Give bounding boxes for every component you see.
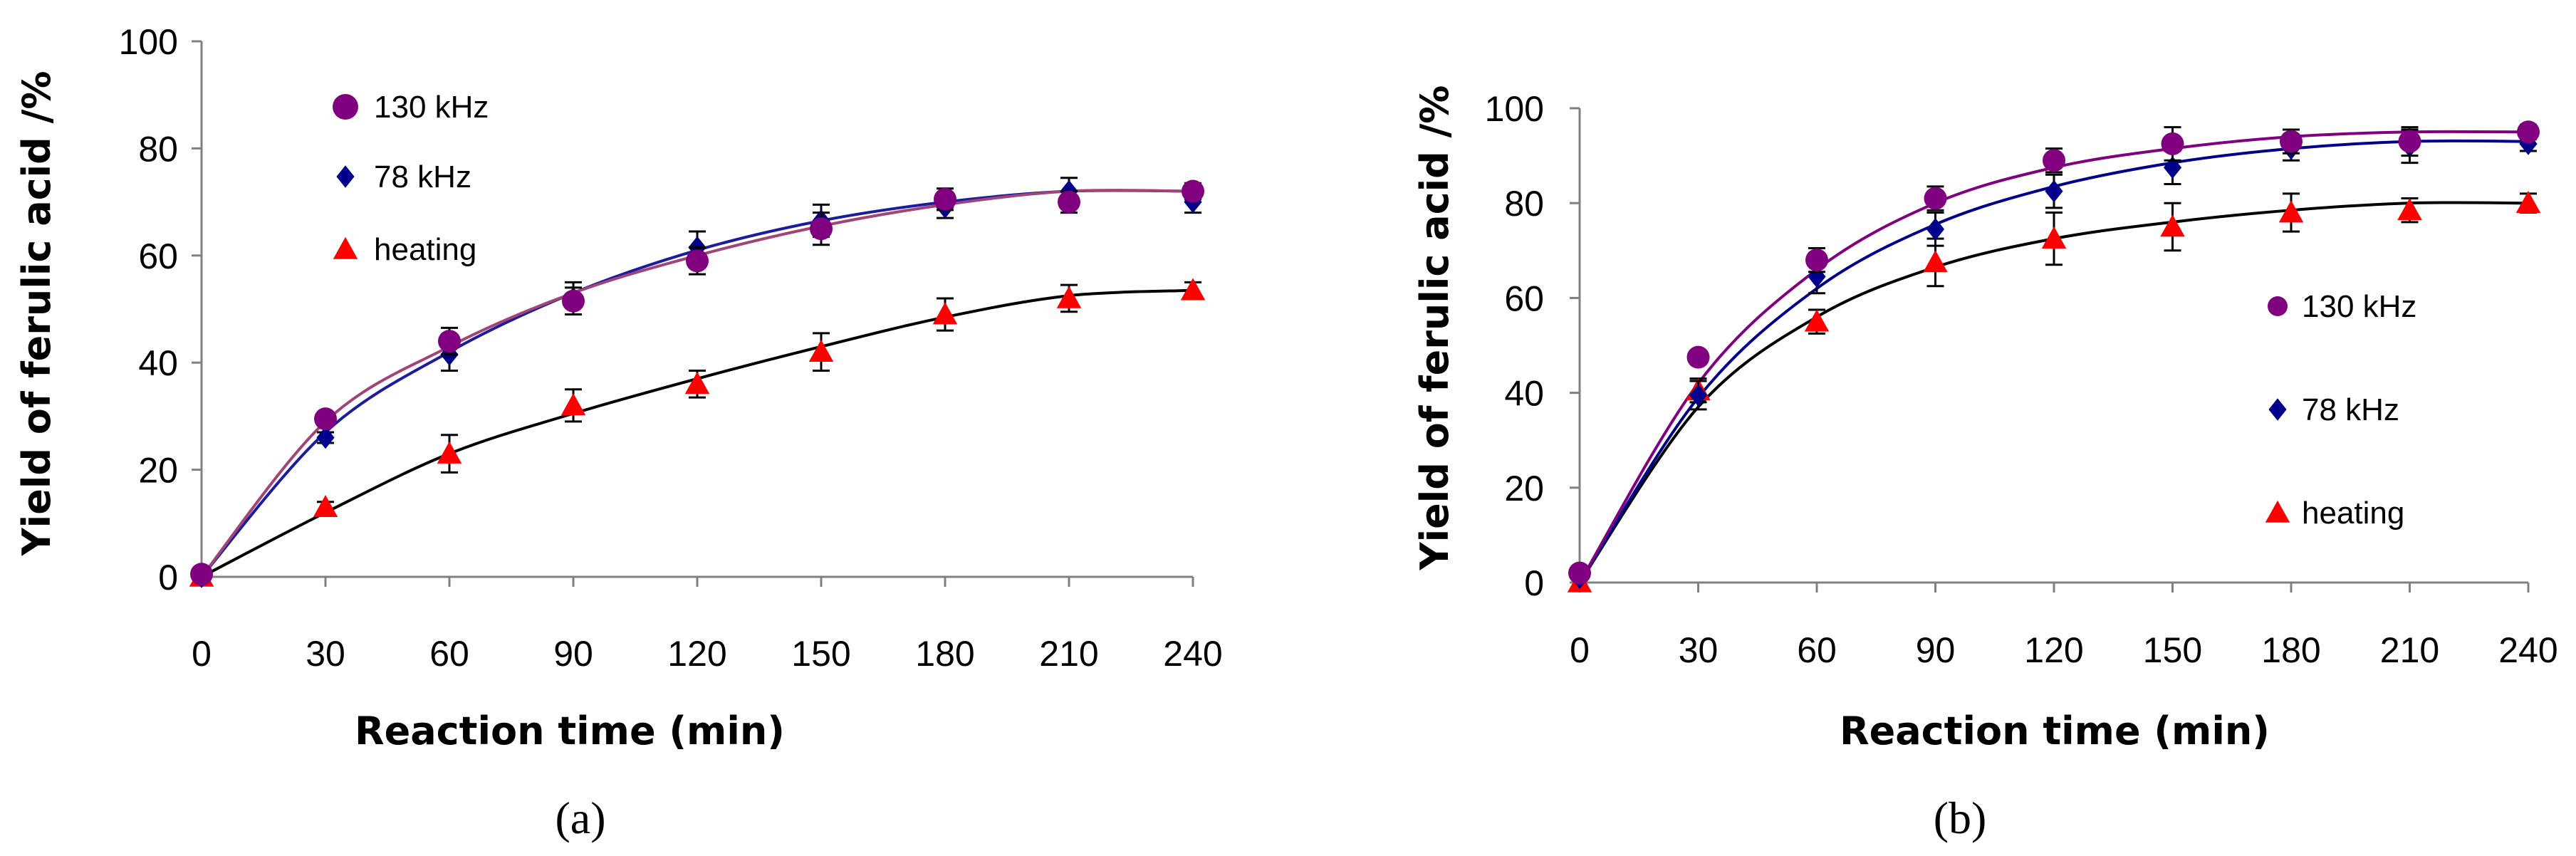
legend-label: heating <box>2302 496 2404 531</box>
data-point-78-khz <box>1926 218 1945 241</box>
data-point-heating <box>2160 214 2185 237</box>
data-point-130-khz <box>314 407 337 431</box>
data-point-130-khz <box>686 249 709 273</box>
x-tick-label: 60 <box>1797 630 1837 670</box>
legend-label: 78 kHz <box>374 160 471 194</box>
x-tick-label: 0 <box>192 634 212 674</box>
x-axis-title: Reaction time (min) <box>1840 709 2270 753</box>
data-point-heating <box>1180 278 1206 301</box>
data-point-130-khz <box>1568 561 1591 585</box>
data-point-78-khz <box>2045 179 2063 203</box>
data-point-130-khz <box>1924 187 1947 210</box>
data-point-130-khz <box>2280 130 2303 153</box>
x-tick-label: 90 <box>553 634 593 674</box>
data-point-78-khz <box>316 426 335 449</box>
x-tick-label: 180 <box>2261 630 2320 670</box>
data-point-130-khz <box>2398 130 2421 153</box>
y-tick-label: 40 <box>1504 374 1544 414</box>
x-tick-label: 120 <box>2024 630 2083 670</box>
data-point-heating <box>1923 250 1948 273</box>
data-point-78-khz <box>2163 156 2182 179</box>
data-point-heating <box>2278 200 2304 223</box>
x-tick-label: 150 <box>2143 630 2202 670</box>
y-tick-label: 40 <box>138 343 178 383</box>
data-point-130-khz <box>2043 149 2065 172</box>
y-tick-label: 80 <box>138 129 178 169</box>
panel-label: (b) <box>1934 793 1987 843</box>
data-point-130-khz <box>1058 190 1080 214</box>
y-tick-label: 60 <box>138 236 178 276</box>
y-tick-label: 100 <box>1485 89 1544 129</box>
y-tick-label: 80 <box>1504 184 1544 224</box>
x-tick-label: 210 <box>1039 634 1098 674</box>
y-axis-title: Yield of ferulic acid /% <box>1412 85 1457 571</box>
data-point-130-khz <box>1805 249 1828 272</box>
y-tick-label: 20 <box>1504 469 1544 508</box>
x-tick-label: 240 <box>1163 634 1222 674</box>
data-point-130-khz <box>2517 120 2540 144</box>
x-tick-label: 150 <box>791 634 850 674</box>
legend-marker-78-khz <box>336 165 355 188</box>
data-point-130-khz <box>190 563 213 586</box>
legend-marker-130-khz <box>2268 296 2288 316</box>
data-point-heating <box>684 372 710 395</box>
legend-label: 130 kHz <box>374 90 489 125</box>
data-point-130-khz <box>2161 132 2184 155</box>
y-tick-label: 20 <box>138 451 178 491</box>
data-point-heating <box>313 494 338 518</box>
chart-panel-a: 0 20 40 60 80 100 0 30 60 90 120 150 180 210 240 Reacti… <box>14 22 1223 843</box>
y-tick-label: 100 <box>119 22 178 62</box>
x-tick-label: 90 <box>1916 630 1956 670</box>
y-tick-label: 0 <box>158 558 178 597</box>
data-point-heating <box>2041 226 2067 249</box>
x-tick-label: 120 <box>667 634 726 674</box>
data-point-130-khz <box>1182 179 1204 203</box>
x-tick-label: 240 <box>2498 630 2557 670</box>
data-point-heating <box>932 302 958 325</box>
y-tick-label: 0 <box>1524 563 1544 603</box>
data-point-heating <box>1804 309 1830 332</box>
x-tick-label: 60 <box>429 634 469 674</box>
y-tick-label: 60 <box>1504 278 1544 318</box>
data-point-130-khz <box>438 330 461 353</box>
data-point-130-khz <box>810 217 833 241</box>
data-point-130-khz <box>934 187 956 211</box>
data-point-heating <box>560 393 586 416</box>
data-point-heating <box>437 441 462 464</box>
legend-marker-heating <box>2265 500 2290 523</box>
legend-marker-130-khz <box>333 94 358 120</box>
panel-label: (a) <box>555 793 605 843</box>
data-point-78-khz <box>1689 384 1708 407</box>
fit-curve-heating <box>201 288 1194 578</box>
chart-panel-b: 0 20 40 60 80 100 0 30 60 90 120 150 180 210 240 Reacti… <box>1412 85 2558 843</box>
x-tick-label: 180 <box>915 634 974 674</box>
legend-marker-78-khz <box>2268 398 2287 421</box>
data-point-heating <box>2515 190 2541 213</box>
legend-marker-heating <box>333 236 358 259</box>
legend-label: 130 kHz <box>2302 289 2416 324</box>
legend-label: 78 kHz <box>2302 392 2399 427</box>
y-axis-title: Yield of ferulic acid /% <box>14 71 59 557</box>
x-tick-label: 0 <box>1570 630 1590 670</box>
data-point-heating <box>2397 197 2422 220</box>
data-point-heating <box>808 339 834 362</box>
x-axis-title: Reaction time (min) <box>355 709 785 753</box>
x-tick-label: 210 <box>2380 630 2439 670</box>
data-point-heating <box>1056 286 1082 308</box>
x-tick-label: 30 <box>1679 630 1719 670</box>
data-point-130-khz <box>562 289 585 313</box>
x-tick-label: 30 <box>306 634 345 674</box>
data-point-130-khz <box>1686 345 1710 369</box>
legend-label: heating <box>374 232 476 267</box>
